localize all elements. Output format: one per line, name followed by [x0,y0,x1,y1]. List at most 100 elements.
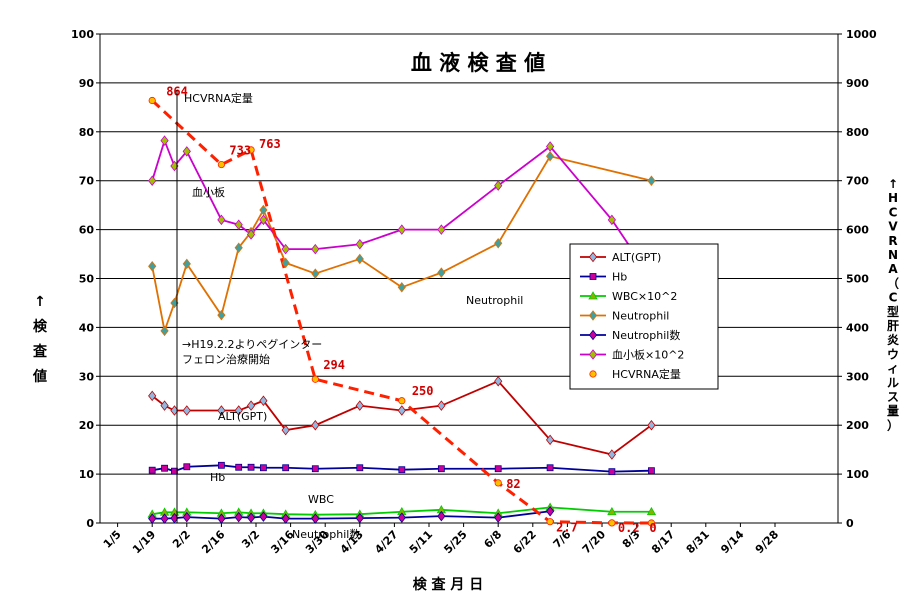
y-axis-right-label-char: ィ [887,362,899,376]
data-point-diamond [148,513,157,524]
data-point-square [356,464,364,472]
annotation-neutrophil-count: Neutrophil数 [292,528,360,541]
y-axis-left-label: ↑ 検査値 [32,294,48,385]
data-label: 0 [649,521,656,535]
annotation-alt: ALT(GPT) [218,410,267,423]
data-point-diamond [588,329,598,341]
y-axis-right-label-char: ス [887,390,899,404]
data-point-diamond [588,310,598,321]
x-tick-label: 9/28 [753,528,781,556]
data-point-diamond [217,405,226,416]
x-axis: 1/5 1/19 2/2 2/16 3/2 3/16 3/30 4/13 4/27 5/11 5/2… [101,523,781,556]
data-point-diamond [259,395,268,406]
y-axis-right-label-char: ） [887,417,899,432]
x-tick-label: 4/27 [372,528,400,556]
data-point-diamond [545,141,555,152]
y-tick-label-right: 900 [846,77,869,90]
data-point-diamond [588,349,598,360]
data-point-diamond [234,242,243,253]
data-point-diamond [259,214,268,226]
data-point-diamond [182,258,191,270]
legend-label: HCVRNA定量 [612,367,681,381]
x-tick-label: 6/22 [511,528,539,556]
data-point-square [437,465,445,473]
data-point-diamond [647,419,656,431]
data-point-diamond [494,375,503,387]
data-point-diamond [311,419,320,431]
y-tick-label-left: 0 [86,517,94,530]
y-tick-label-left: 50 [79,273,95,286]
data-point-diamond [311,513,320,524]
y-tick-label-left: 80 [79,126,95,139]
x-tick-label: 8/31 [684,528,712,556]
data-point-square [311,465,319,473]
data-point-diamond [494,512,503,523]
legend: ALT(GPT) Hb WBC×10^2 Neutrophil Neutrophil数血… [569,243,719,390]
data-label: 733 [229,144,251,158]
y-tick-label-left: 40 [79,321,95,334]
y-tick-label-left: 100 [71,28,94,41]
data-point-circle [247,146,255,154]
data-point-diamond [311,268,320,279]
y-axis-left: 0 10 20 30 40 50 60 70 80 90 100 [71,28,100,530]
data-point-circle [608,519,616,527]
data-point-square [398,466,406,474]
data-point-diamond [494,180,503,191]
data-point-square [235,463,243,471]
legend-label: WBC×10^2 [612,290,677,303]
data-point-circle [647,519,656,527]
data-point-square [648,467,655,475]
data-point-diamond [246,229,256,240]
legend-label: ALT(GPT) [612,251,661,264]
data-label: 2.7 [556,521,578,535]
y-axis-right: 0 100 200 300 400 500 600 700 800 900 1000 [838,28,877,530]
y-axis-right-label-char: 肝 [887,318,899,333]
x-axis-label: 検 査 月 日 [413,576,484,593]
data-point-triangle [607,506,617,516]
y-axis-right-label-char: 型 [887,304,899,319]
annotation-therapy-2: フェロン治療開始 [182,352,270,366]
data-point-square [494,465,502,473]
data-point-square [161,464,168,472]
data-point-diamond [160,400,169,411]
data-point-diamond [281,513,290,524]
data-point-diamond [281,424,290,436]
data-point-circle [217,160,225,169]
y-axis-right-label-char: ウ [887,347,899,361]
data-point-circle [148,96,156,105]
y-tick-label-right: 0 [846,517,854,530]
data-label: 82 [506,477,520,491]
y-axis-right-label-char: V [888,220,898,234]
data-point-triangle [588,291,598,300]
data-point-diamond [246,400,256,411]
data-point-square [217,461,225,469]
data-label: 294 [323,358,345,372]
x-tick-label: 7/20 [580,528,609,557]
data-point-diamond [234,405,243,416]
x-tick-label: 5/25 [441,528,469,556]
y-axis-right-label-char: N [888,248,898,262]
data-point-diamond [397,282,406,293]
data-point-diamond [545,151,555,162]
data-point-square [282,464,290,472]
y-axis-left-label-char: 値 [32,368,47,385]
y-axis-right-label-char: 炎 [887,332,899,347]
y-tick-label-right: 700 [846,175,869,188]
data-point-diamond [355,512,364,524]
data-point-diamond [545,506,555,517]
data-point-diamond [217,309,226,321]
data-label: 0.2 [618,521,640,535]
data-point-diamond [160,135,169,146]
data-point-diamond [217,214,226,226]
data-point-diamond [246,512,256,523]
data-point-square [608,468,616,476]
data-point-diamond [234,219,243,230]
data-point-diamond [437,267,446,278]
legend-label: Hb [612,271,627,284]
data-point-diamond [437,224,446,235]
data-point-diamond [494,238,503,249]
annotation-platelet: 血小板 [192,185,225,199]
y-tick-label-left: 10 [79,468,95,481]
x-tick-label: 2/16 [199,528,228,557]
